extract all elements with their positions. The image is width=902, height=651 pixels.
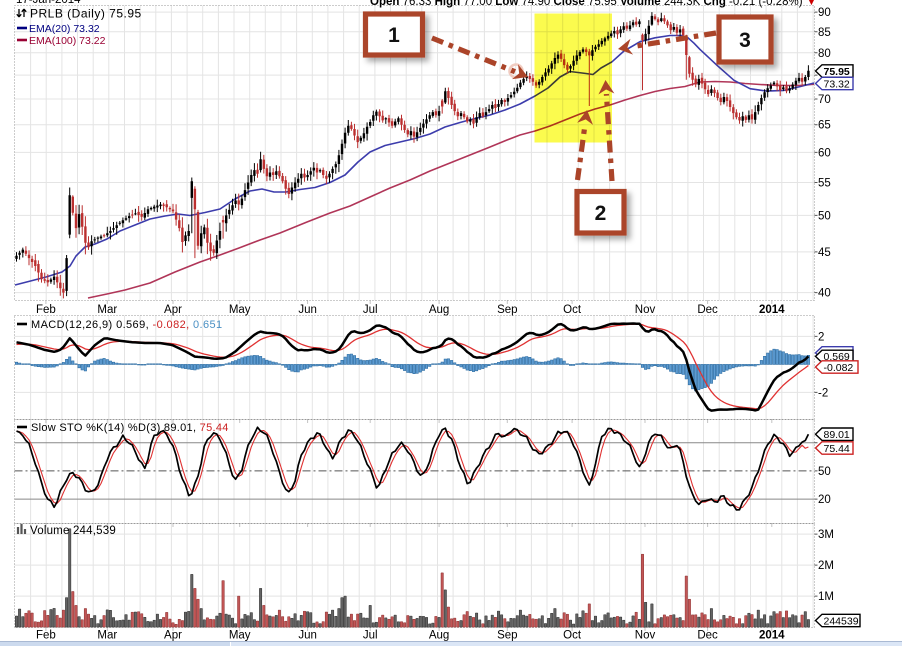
svg-text:60: 60 — [818, 147, 831, 159]
svg-text:2014: 2014 — [759, 304, 785, 316]
svg-text:1: 1 — [388, 24, 400, 47]
svg-text:Sep: Sep — [497, 630, 517, 642]
svg-text:40: 40 — [818, 288, 831, 300]
svg-text:Mar: Mar — [97, 304, 117, 316]
svg-text:2: 2 — [595, 202, 607, 225]
svg-text:55: 55 — [818, 178, 831, 190]
svg-text:3: 3 — [739, 29, 751, 52]
svg-text:73.32: 73.32 — [824, 78, 850, 90]
svg-text:2: 2 — [818, 331, 824, 343]
svg-text:May: May — [229, 630, 251, 642]
svg-text:1M: 1M — [818, 591, 834, 603]
svg-text:50: 50 — [818, 466, 831, 478]
svg-text:May: May — [229, 304, 251, 316]
svg-text:Slow STO %K(14) %D(3) 89.01, 7: Slow STO %K(14) %D(3) 89.01, 75.44 — [31, 422, 229, 434]
svg-text:45: 45 — [818, 247, 831, 259]
svg-text:Apr: Apr — [164, 630, 182, 642]
svg-text:Aug: Aug — [429, 304, 449, 316]
svg-text:PRLB (Daily) 75.95: PRLB (Daily) 75.95 — [30, 7, 142, 21]
svg-text:89.01: 89.01 — [824, 429, 850, 441]
svg-text:Sep: Sep — [497, 304, 517, 316]
svg-text:Jul: Jul — [363, 304, 378, 316]
svg-text:Feb: Feb — [36, 630, 56, 642]
svg-text:Jun: Jun — [298, 304, 317, 316]
svg-text:75.95: 75.95 — [824, 66, 850, 78]
svg-text:Nov: Nov — [635, 630, 656, 642]
svg-text:70: 70 — [818, 94, 831, 106]
svg-text:Volume 244,539: Volume 244,539 — [30, 525, 116, 537]
svg-text:-2: -2 — [818, 387, 828, 399]
svg-text:MACD(12,26,9) 0.569, -0.082, 0: MACD(12,26,9) 0.569, -0.082, 0.651 — [31, 319, 223, 331]
svg-text:Aug: Aug — [429, 630, 449, 642]
svg-text:Oct: Oct — [563, 630, 582, 642]
svg-text:Nov: Nov — [635, 304, 656, 316]
svg-text:Oct: Oct — [563, 304, 582, 316]
svg-text:2M: 2M — [818, 560, 834, 572]
svg-text:Mar: Mar — [97, 630, 117, 642]
svg-text:50: 50 — [818, 210, 831, 222]
svg-text:3M: 3M — [818, 529, 834, 541]
svg-text:244539: 244539 — [824, 615, 859, 627]
svg-text:75.44: 75.44 — [824, 443, 850, 455]
svg-text:80: 80 — [818, 48, 831, 60]
svg-text:65: 65 — [818, 120, 831, 132]
svg-text:Dec: Dec — [697, 630, 718, 642]
svg-text:Jun: Jun — [298, 630, 317, 642]
svg-text:90: 90 — [818, 7, 831, 19]
svg-text:EMA(20) 73.32: EMA(20) 73.32 — [29, 23, 100, 35]
svg-text:2014: 2014 — [759, 630, 785, 642]
svg-text:Apr: Apr — [164, 304, 182, 316]
svg-text:EMA(100) 73.22: EMA(100) 73.22 — [29, 35, 106, 47]
svg-text:Feb: Feb — [36, 304, 56, 316]
svg-text:17-Jan-2014: 17-Jan-2014 — [16, 0, 81, 6]
svg-text:Dec: Dec — [697, 304, 718, 316]
svg-text:-0.082: -0.082 — [824, 362, 854, 374]
svg-text:Open 76.33 High 77.00 Low 74.9: Open 76.33 High 77.00 Low 74.90 Close 75… — [370, 0, 817, 8]
svg-text:Jul: Jul — [363, 630, 378, 642]
svg-text:20: 20 — [818, 494, 831, 506]
svg-text:85: 85 — [818, 27, 831, 39]
